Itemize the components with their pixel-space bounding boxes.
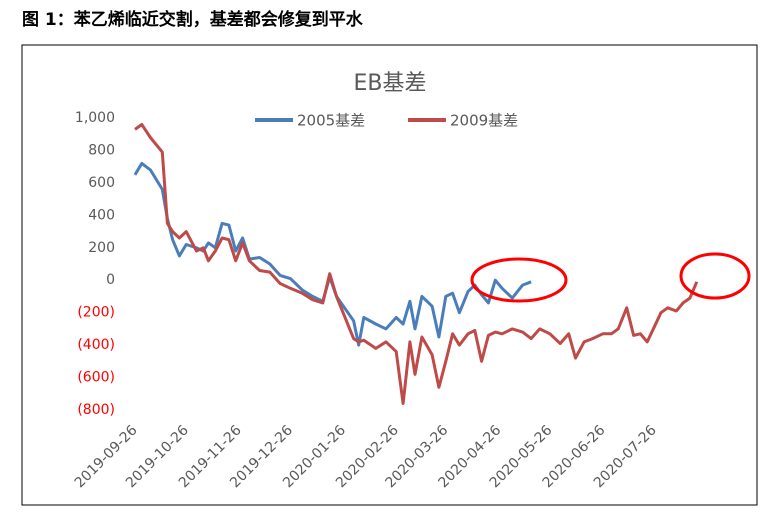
y-tick-label: 0 xyxy=(106,272,115,288)
y-tick-label: (600) xyxy=(77,370,115,386)
y-tick-label: (400) xyxy=(77,337,115,353)
legend-label: 2009基差 xyxy=(450,112,518,130)
highlight-circle xyxy=(470,257,568,303)
y-tick-label: 400 xyxy=(88,207,115,223)
y-tick-label: (200) xyxy=(77,305,115,321)
highlight-circle xyxy=(679,252,751,300)
y-tick-label: 600 xyxy=(88,175,115,191)
figure-title: 图 1：苯乙烯临近交割，基差都会修复到平水 xyxy=(22,9,364,30)
chart-frame xyxy=(21,44,758,506)
chart-title: EB基差 xyxy=(354,71,427,96)
y-tick-label: 200 xyxy=(88,240,115,256)
y-tick-label: 1,000 xyxy=(75,110,115,126)
legend-label: 2005基差 xyxy=(297,112,365,130)
y-tick-label: (800) xyxy=(77,402,115,418)
series-line xyxy=(134,123,699,405)
y-tick-label: 800 xyxy=(88,142,115,158)
